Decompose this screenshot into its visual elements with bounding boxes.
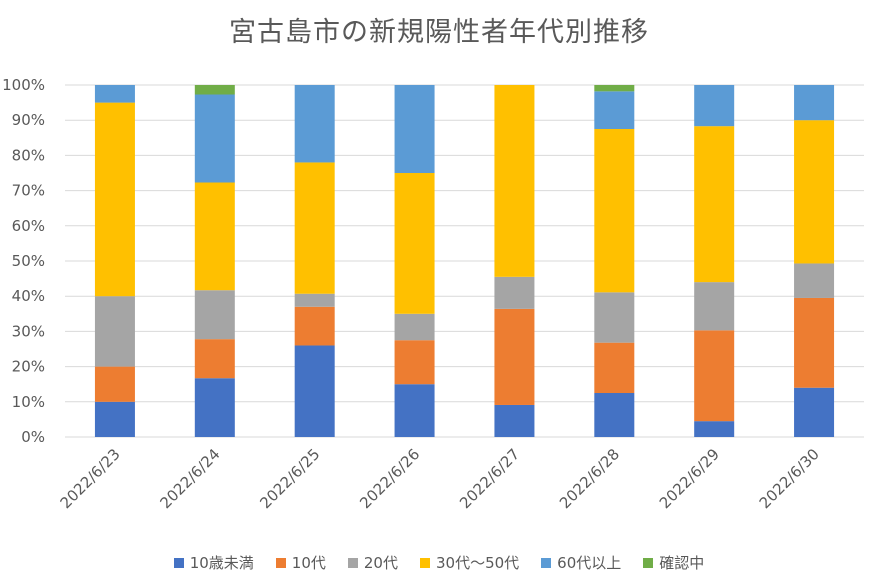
bar-segment bbox=[694, 85, 735, 127]
bar-segment bbox=[294, 345, 335, 437]
bar-segment bbox=[294, 162, 335, 294]
x-tick-label: 2022/6/24 bbox=[157, 445, 224, 512]
x-tick-label: 2022/6/29 bbox=[656, 445, 723, 512]
x-tick-label: 2022/6/30 bbox=[756, 445, 823, 512]
bar-segment bbox=[194, 339, 235, 379]
bar-segment bbox=[794, 85, 835, 121]
bar-segment bbox=[94, 102, 135, 297]
bar-segment bbox=[694, 126, 735, 283]
bar-segment bbox=[794, 297, 835, 388]
bar-segment bbox=[494, 276, 535, 309]
bar-segment bbox=[694, 282, 735, 331]
legend-swatch bbox=[347, 557, 358, 568]
bar-segment bbox=[794, 263, 835, 298]
bar-segment bbox=[594, 393, 635, 437]
legend-item: 確認中 bbox=[643, 552, 704, 573]
bar-segment bbox=[794, 120, 835, 264]
y-tick-label: 70% bbox=[12, 182, 45, 200]
legend-item: 30代～50代 bbox=[419, 552, 520, 573]
bar-segment bbox=[94, 401, 135, 437]
y-tick-label: 30% bbox=[12, 322, 45, 340]
bar-segment bbox=[194, 94, 235, 183]
legend-swatch bbox=[275, 557, 286, 568]
legend-label: 確認中 bbox=[659, 554, 705, 572]
bar-segment bbox=[94, 366, 135, 402]
bar-segment bbox=[494, 308, 535, 405]
y-tick-label: 100% bbox=[2, 76, 45, 94]
bar-segment bbox=[594, 129, 635, 293]
bar-segment bbox=[194, 182, 235, 291]
y-tick-label: 60% bbox=[12, 217, 45, 235]
y-tick-label: 0% bbox=[21, 428, 45, 446]
bar-segment bbox=[594, 342, 635, 393]
bar-segment bbox=[394, 313, 435, 341]
y-tick-label: 80% bbox=[12, 146, 45, 164]
legend-label: 60代以上 bbox=[557, 554, 622, 572]
legend-label: 10代 bbox=[291, 554, 326, 572]
x-tick-label: 2022/6/25 bbox=[256, 445, 323, 512]
bar-segment bbox=[594, 292, 635, 343]
bar-segment bbox=[594, 91, 635, 129]
chart-title: 宮古島市の新規陽性者年代別推移 bbox=[229, 17, 649, 48]
bar-segment bbox=[194, 290, 235, 340]
legend-swatch bbox=[541, 557, 552, 568]
bar-segment bbox=[294, 293, 335, 307]
legend-label: 20代 bbox=[363, 554, 398, 572]
x-tick-label: 2022/6/26 bbox=[356, 445, 423, 512]
bar-segment bbox=[694, 421, 735, 437]
bar-segment bbox=[394, 340, 435, 385]
legend-item: 10代 bbox=[275, 552, 326, 573]
bar-segment bbox=[294, 306, 335, 346]
legend-label: 30代～50代 bbox=[435, 554, 520, 572]
y-tick-label: 10% bbox=[12, 393, 45, 411]
bar-segment bbox=[394, 384, 435, 437]
x-tick-label: 2022/6/23 bbox=[57, 445, 124, 512]
y-tick-label: 90% bbox=[12, 111, 45, 129]
bar-segment bbox=[694, 330, 735, 422]
x-tick-label: 2022/6/28 bbox=[556, 445, 623, 512]
legend-item: 10歳未満 bbox=[173, 552, 254, 573]
legend-item: 20代 bbox=[347, 552, 398, 573]
x-tick-label: 2022/6/27 bbox=[456, 445, 523, 512]
bar-segment bbox=[394, 85, 435, 173]
legend-label: 10歳未満 bbox=[189, 554, 254, 572]
bar-segment bbox=[194, 378, 235, 437]
bar-segment bbox=[594, 85, 635, 92]
legend-item: 60代以上 bbox=[541, 552, 621, 573]
bar-segment bbox=[794, 387, 835, 437]
y-tick-label: 50% bbox=[12, 252, 45, 270]
y-tick-label: 20% bbox=[12, 358, 45, 376]
bar-segment bbox=[494, 404, 535, 437]
legend-swatch bbox=[419, 557, 430, 568]
bar-segment bbox=[294, 85, 335, 163]
bar-segment bbox=[394, 173, 435, 314]
bar-segment bbox=[94, 296, 135, 367]
bar-segment bbox=[194, 85, 235, 95]
bar-segment bbox=[494, 85, 535, 277]
legend-swatch bbox=[173, 557, 184, 568]
legend-swatch bbox=[643, 557, 654, 568]
bar-segment bbox=[94, 85, 135, 103]
legend: 10歳未満 10代 20代 30代～50代 60代以上 確認中 bbox=[0, 552, 878, 573]
y-tick-label: 40% bbox=[12, 287, 45, 305]
